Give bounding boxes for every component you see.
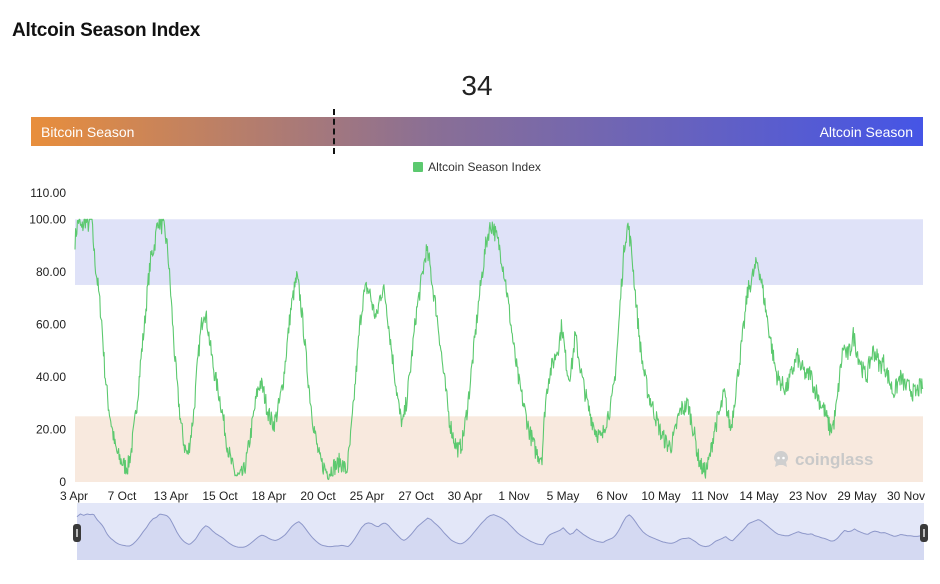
current-index-value: 34 bbox=[461, 70, 493, 101]
x-axis: 3 Apr 7 Oct 13 Apr 15 Oct 18 Apr 20 Oct 25 Apr… bbox=[60, 489, 925, 503]
x-tick-label: 5 May bbox=[547, 489, 580, 503]
x-tick-label: 25 Apr bbox=[350, 489, 385, 503]
legend-label: Altcoin Season Index bbox=[428, 160, 541, 174]
range-navigator[interactable] bbox=[76, 503, 924, 560]
navigator-right-handle[interactable] bbox=[920, 524, 928, 542]
x-tick-label: 18 Apr bbox=[252, 489, 287, 503]
x-tick-label: 14 May bbox=[739, 489, 778, 503]
series-line-altcoin-season-index[interactable] bbox=[74, 218, 924, 481]
y-tick-label: 100.00 bbox=[29, 212, 66, 226]
navigator-left-handle[interactable] bbox=[73, 524, 81, 542]
y-tick-label: 60.00 bbox=[36, 317, 66, 331]
chart-legend[interactable]: Altcoin Season Index bbox=[0, 160, 940, 174]
page-title: Altcoin Season Index bbox=[12, 20, 201, 41]
x-tick-label: 13 Apr bbox=[154, 489, 189, 503]
brand-name: coinglass bbox=[795, 450, 874, 469]
series-layer[interactable] bbox=[74, 218, 924, 481]
x-tick-label: 30 Nov bbox=[887, 489, 925, 503]
x-tick-label: 6 Nov bbox=[596, 489, 627, 503]
y-tick-label: 20.00 bbox=[36, 422, 66, 436]
y-tick-label: 40.00 bbox=[36, 370, 66, 384]
y-tick-label: 80.00 bbox=[36, 265, 66, 279]
y-tick-label: 0 bbox=[59, 475, 66, 489]
season-band-0 bbox=[75, 219, 923, 285]
x-tick-label: 3 Apr bbox=[60, 489, 88, 503]
navigator-line bbox=[76, 513, 924, 548]
y-tick-label: 110.00 bbox=[30, 186, 66, 200]
x-tick-label: 30 Apr bbox=[448, 489, 483, 503]
x-tick-label: 7 Oct bbox=[108, 489, 137, 503]
y-axis: 0 20.00 40.00 60.00 80.00 100.00 110.00 bbox=[29, 186, 66, 489]
coinglass-logo: coinglass bbox=[771, 449, 873, 470]
x-tick-label: 23 Nov bbox=[789, 489, 827, 503]
x-tick-label: 27 Oct bbox=[398, 489, 434, 503]
current-value-marker bbox=[333, 109, 336, 154]
x-tick-label: 15 Oct bbox=[202, 489, 238, 503]
season-scale-bar: Bitcoin Season Altcoin Season bbox=[31, 109, 923, 154]
x-tick-label: 1 Nov bbox=[498, 489, 529, 503]
legend-swatch bbox=[413, 162, 424, 172]
coinglass-icon bbox=[774, 451, 788, 467]
x-tick-label: 29 May bbox=[837, 489, 876, 503]
bitcoin-season-label: Bitcoin Season bbox=[41, 124, 135, 140]
season-band-1 bbox=[75, 416, 923, 482]
altcoin-season-label: Altcoin Season bbox=[819, 124, 913, 140]
season-bands bbox=[75, 219, 923, 482]
x-tick-label: 10 May bbox=[641, 489, 680, 503]
x-tick-label: 20 Oct bbox=[300, 489, 336, 503]
x-tick-label: 11 Nov bbox=[691, 489, 728, 503]
navigator-area bbox=[77, 514, 924, 560]
